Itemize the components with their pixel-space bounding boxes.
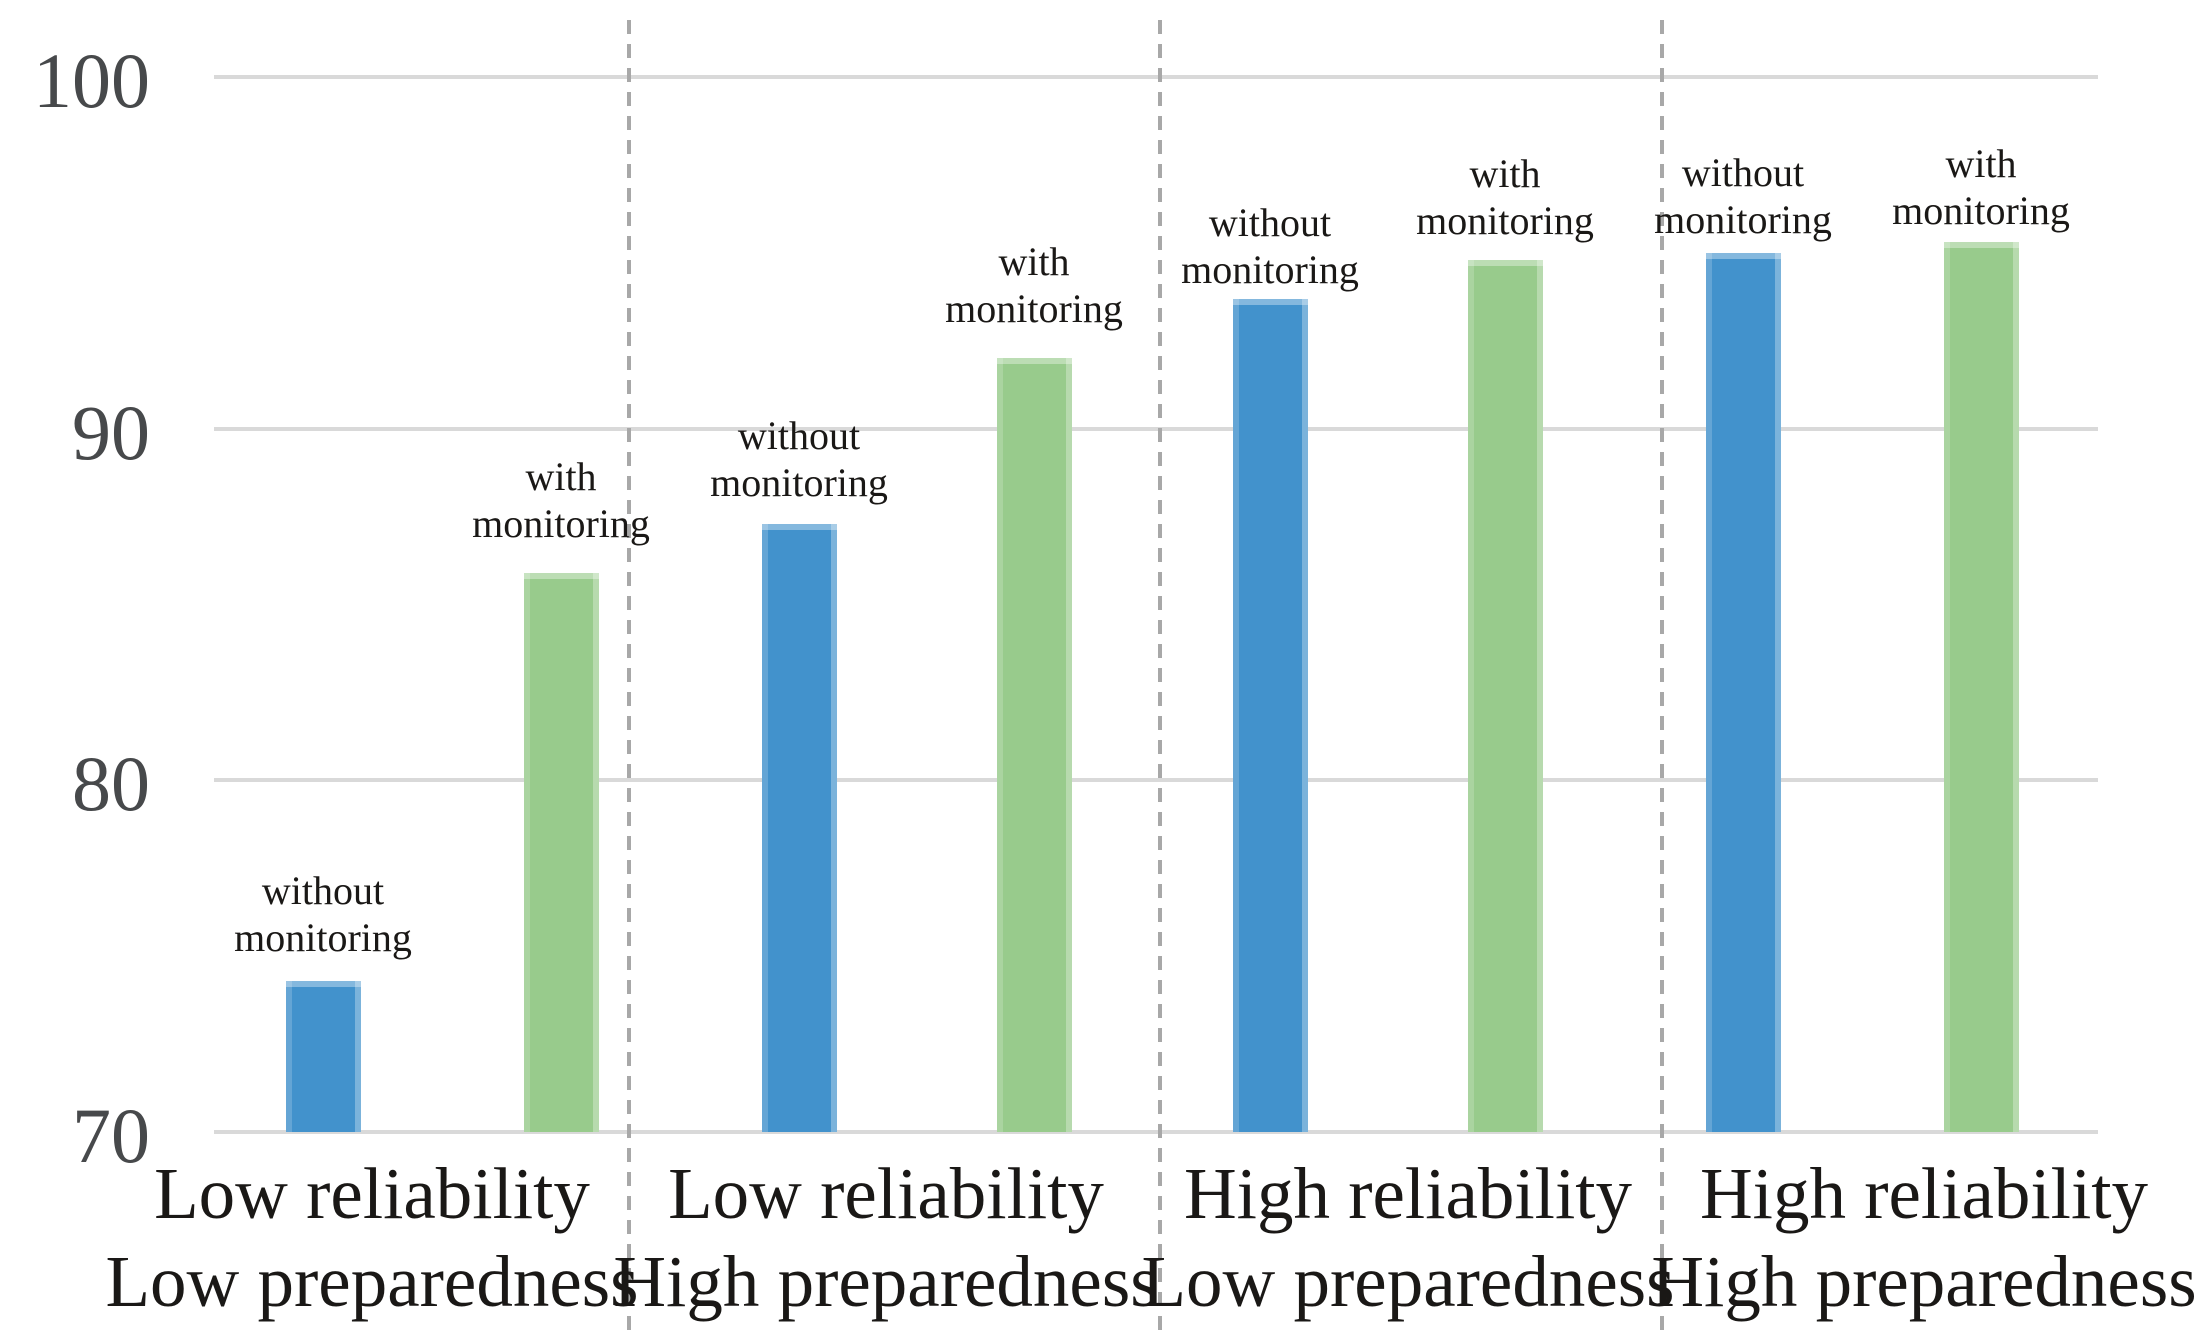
x-axis-category-label: Low reliability High preparedness xyxy=(536,1150,1236,1326)
x-axis-category-label: High reliability Low preparedness xyxy=(1058,1150,1758,1326)
bar-without-monitoring xyxy=(1706,253,1781,1132)
y-axis-tick-label: 100 xyxy=(33,37,150,124)
y-axis-tick-label: 70 xyxy=(72,1092,150,1179)
bar-label: without monitoring xyxy=(1090,199,1450,293)
category-label-line: High reliability xyxy=(1699,1153,2149,1234)
category-label-line: Low preparedness xyxy=(105,1241,639,1322)
bar-label: with monitoring xyxy=(381,453,741,547)
category-label-line: High preparedness xyxy=(1651,1241,2197,1322)
bar-label-line: with xyxy=(998,239,1070,284)
group-separator-line xyxy=(1660,20,1664,1332)
bar-label-line: without xyxy=(1681,150,1805,195)
bar-label-line: monitoring xyxy=(1654,197,1832,242)
category-label-line: High preparedness xyxy=(613,1241,1159,1322)
bar-without-monitoring xyxy=(762,524,837,1132)
group-separator-line xyxy=(1158,20,1162,1332)
bar-label: with monitoring xyxy=(854,238,1214,332)
bar-label: without monitoring xyxy=(619,412,979,506)
bar-label-line: monitoring xyxy=(1416,198,1594,243)
group-separator-line xyxy=(627,20,631,1332)
bar-with-monitoring xyxy=(524,573,599,1132)
x-axis-category-label: High reliability High preparedness xyxy=(1574,1150,2197,1326)
category-label-line: High reliability xyxy=(1183,1153,1633,1234)
bar-label-line: monitoring xyxy=(945,286,1123,331)
bar-label-line: monitoring xyxy=(472,501,650,546)
bar-label-line: with xyxy=(1945,141,2017,186)
bar-label-line: without xyxy=(737,413,861,458)
bar-label-line: monitoring xyxy=(1181,247,1359,292)
bar-label-line: monitoring xyxy=(234,915,412,960)
bar-label: without monitoring xyxy=(143,867,503,961)
bar-label-line: monitoring xyxy=(710,460,888,505)
bar-label: with monitoring xyxy=(1325,150,1685,244)
category-label-line: Low preparedness xyxy=(1141,1241,1675,1322)
category-label-line: Low reliability xyxy=(668,1153,1104,1234)
bar-label-line: with xyxy=(525,454,597,499)
bar-label-line: without xyxy=(261,868,385,913)
bar-without-monitoring xyxy=(1233,299,1308,1132)
bar-label: without monitoring xyxy=(1563,149,1923,243)
bar-label-line: monitoring xyxy=(1892,188,2070,233)
x-axis-category-label: Low reliability Low preparedness xyxy=(22,1150,722,1326)
bar-with-monitoring xyxy=(1944,242,2019,1132)
bar-label: with monitoring xyxy=(1801,140,2161,234)
gridline xyxy=(214,75,2098,79)
y-axis-tick-label: 80 xyxy=(72,740,150,828)
bar-without-monitoring xyxy=(286,981,361,1132)
gridline xyxy=(214,426,2098,431)
gridline xyxy=(214,778,2098,783)
bar-with-monitoring xyxy=(997,358,1072,1132)
gridline xyxy=(214,1130,2098,1134)
category-label-line: Low reliability xyxy=(154,1153,590,1234)
bar-label-line: without xyxy=(1208,200,1332,245)
bar-label-line: with xyxy=(1469,151,1541,196)
y-axis-tick-label: 90 xyxy=(72,388,150,476)
bar-with-monitoring xyxy=(1468,260,1543,1132)
